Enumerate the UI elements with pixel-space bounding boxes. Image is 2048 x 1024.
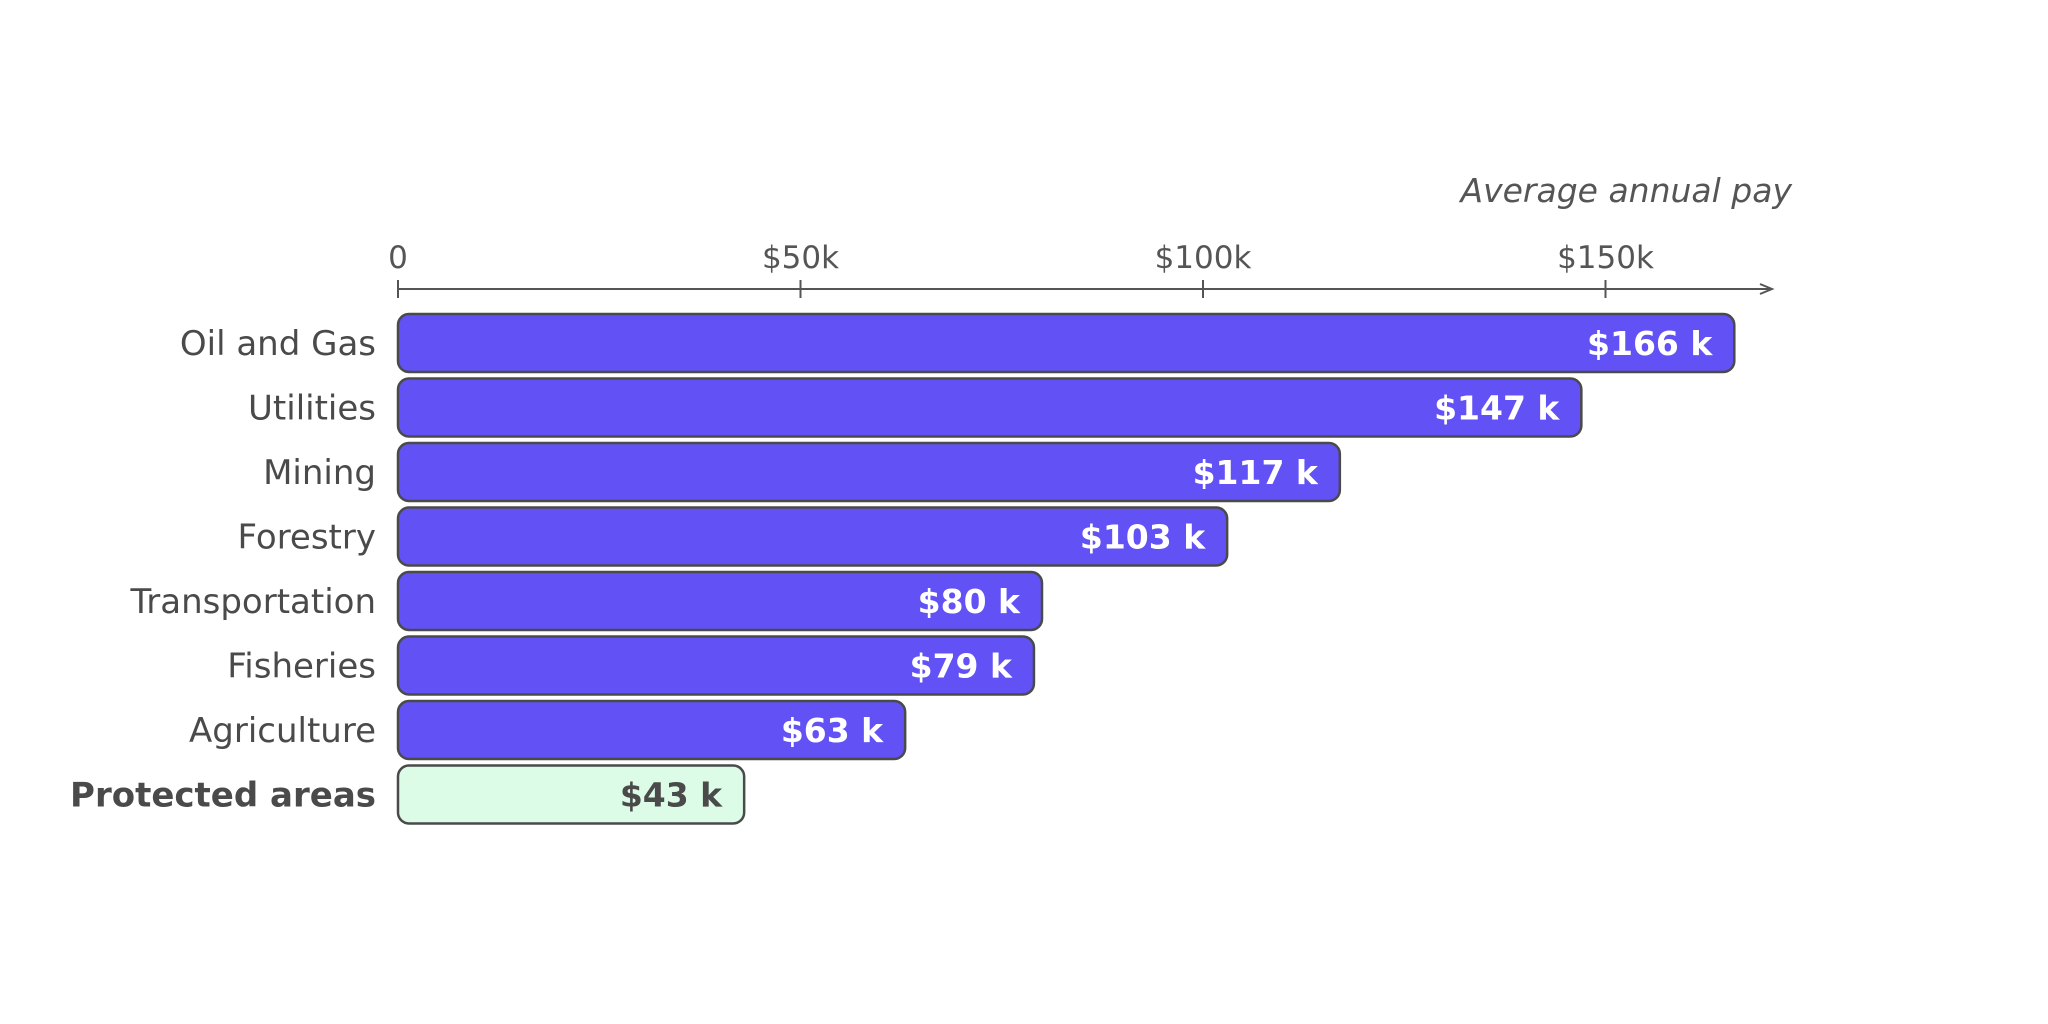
bar [396,635,1036,696]
bar [396,699,907,761]
category-label: Fisheries [227,647,376,687]
bar [396,377,1583,438]
category-label: Transportation [129,582,376,622]
category-label: Agriculture [189,711,376,751]
bar-row: Transportation $80 k [129,570,1044,632]
value-label: $43 k [620,776,723,815]
value-label: $80 k [918,582,1021,621]
value-label: $79 k [910,647,1013,686]
value-label: $63 k [781,711,884,750]
x-axis-title: Average annual pay [1459,171,1793,210]
bar-row: Fisheries $79 k [227,635,1036,696]
bar-row: Protected areas $43 k [70,764,746,825]
bar-row: Forestry $103 k [238,506,1229,567]
value-label: $147 k [1434,389,1560,428]
x-axis-arrow-icon [1759,283,1775,295]
category-label: Mining [263,453,376,493]
bar [396,570,1044,632]
bar-row: Oil and Gas $166 k [180,312,1736,374]
bar [396,312,1736,374]
x-tick-label: $150k [1557,240,1654,276]
category-label: Oil and Gas [180,324,376,364]
x-tick-label: $100k [1155,240,1252,276]
bar-row: Utilities $147 k [248,377,1583,438]
bar [396,506,1229,567]
bar-row: Mining $117 k [263,441,1342,503]
category-label: Utilities [248,389,376,429]
bar-row: Agriculture $63 k [189,699,907,761]
x-axis: 0 $50k $100k $150k [388,240,1775,298]
bar [396,441,1342,503]
value-label: $117 k [1193,453,1319,492]
highlight-bar [396,764,746,825]
value-label: $166 k [1587,324,1713,363]
bars-group: Oil and Gas $166 k Utilities $147 k Mining $1… [70,312,1736,825]
category-label: Protected areas [70,776,376,816]
x-tick-label: 0 [388,240,408,276]
value-label: $103 k [1080,518,1206,557]
category-label: Forestry [238,518,376,558]
x-tick-label: $50k [762,240,839,276]
